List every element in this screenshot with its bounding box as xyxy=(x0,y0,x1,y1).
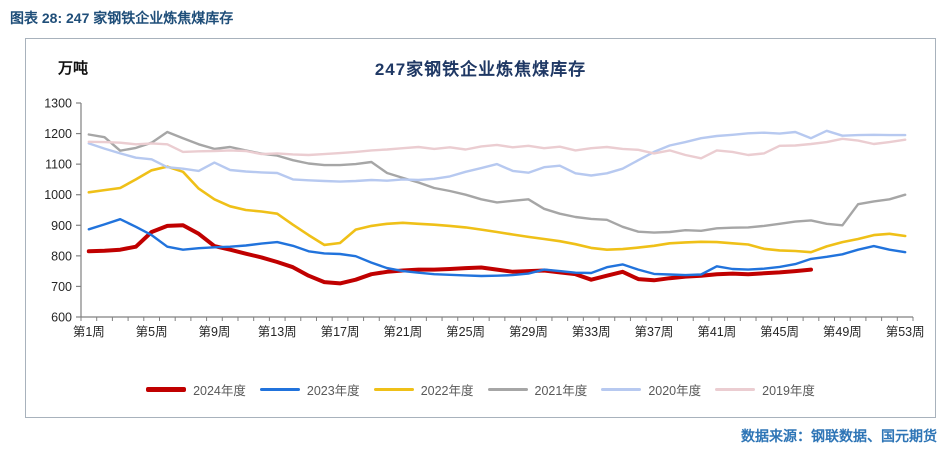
legend-label-2020: 2020年度 xyxy=(648,384,702,398)
legend-label-2024: 2024年度 xyxy=(193,384,246,398)
legend-swatch-2024 xyxy=(146,387,187,392)
series-line-2021 xyxy=(87,130,907,234)
data-source-note: 数据来源：钢联数据、国元期货 xyxy=(741,428,937,444)
y-axis-label: 1200 xyxy=(44,127,72,141)
x-axis-label: 第41周 xyxy=(697,325,736,339)
series-line-2019 xyxy=(87,137,907,160)
y-axis-label: 900 xyxy=(51,219,72,233)
series-line-2023 xyxy=(87,217,907,278)
series-line-2020 xyxy=(87,129,907,183)
y-axis-label: 1100 xyxy=(45,158,72,172)
chart-legend: 2024年度 2023年度 2022年度 2021年度 2020年度 2019年度 xyxy=(26,380,935,399)
legend-label-2022: 2022年度 xyxy=(420,384,474,398)
x-axis-label: 第1周 xyxy=(73,325,105,339)
x-axis-label: 第17周 xyxy=(321,325,360,339)
chart-panel: 万吨 247家钢铁企业炼焦煤库存 600 700 800 900 1000 1100 120… xyxy=(25,38,936,418)
legend-item-2020: 2020年度 xyxy=(601,380,701,399)
x-axis-label: 第21周 xyxy=(383,325,422,339)
x-axis-label: 第9周 xyxy=(198,325,230,339)
y-axis-label: 1300 xyxy=(44,97,72,111)
line-chart: 600 700 800 900 1000 1100 1200 1300 第1周 第5周 第9周 第13… xyxy=(44,97,925,340)
legend-item-2019: 2019年度 xyxy=(715,380,815,399)
y-axis-label: 700 xyxy=(51,280,72,294)
x-axis-label: 第13周 xyxy=(258,325,297,339)
legend-swatch-2022 xyxy=(373,388,414,391)
y-axis-label: 800 xyxy=(51,249,72,263)
legend-swatch-2019 xyxy=(715,388,756,391)
x-axis-label: 第5周 xyxy=(136,325,168,339)
chart-title: 247家钢铁企业炼焦煤库存 xyxy=(374,60,587,79)
y-axis-label: 1000 xyxy=(44,188,72,202)
x-axis-label: 第53周 xyxy=(886,325,925,339)
legend-swatch-2021 xyxy=(487,388,528,391)
y-axis-label: 600 xyxy=(51,311,72,325)
legend-item-2022: 2022年度 xyxy=(373,380,474,399)
legend-swatch-2023 xyxy=(259,388,300,391)
legend-item-2024: 2024年度 xyxy=(146,380,246,399)
x-axis-label: 第37周 xyxy=(635,325,674,339)
legend-item-2021: 2021年度 xyxy=(487,380,588,399)
legend-label-2023: 2023年度 xyxy=(306,384,360,398)
legend-item-2023: 2023年度 xyxy=(259,380,360,399)
legend-label-2021: 2021年度 xyxy=(534,384,588,398)
x-axis-label: 第33周 xyxy=(572,325,611,339)
legend-swatch-2020 xyxy=(601,388,642,391)
x-axis-label: 第49周 xyxy=(823,325,862,339)
x-axis-label: 第45周 xyxy=(760,325,799,339)
series-line-2022 xyxy=(87,165,907,254)
x-axis-label: 第29周 xyxy=(509,325,548,339)
y-axis-unit-label: 万吨 xyxy=(58,60,89,77)
figure-caption: 图表 28: 247 家钢铁企业炼焦煤库存 xyxy=(10,10,234,26)
legend-label-2019: 2019年度 xyxy=(762,384,815,398)
series-line-2024 xyxy=(86,223,813,286)
x-axis-label: 第25周 xyxy=(446,325,485,339)
